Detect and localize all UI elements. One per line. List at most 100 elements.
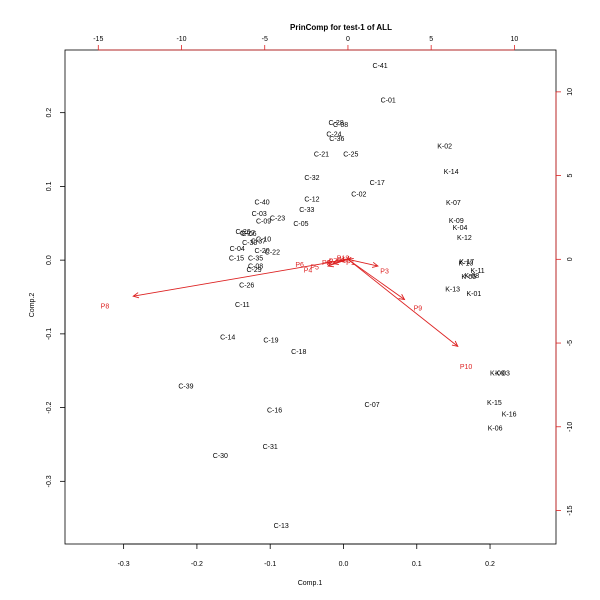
observation-label: K-16	[502, 412, 517, 419]
variable-arrowhead	[331, 259, 339, 266]
right-tick-label: -5	[567, 340, 574, 346]
variable-label: P1	[346, 260, 355, 267]
observation-label: C-09	[256, 219, 271, 226]
variable-arrow	[347, 258, 405, 300]
observation-label: K-13	[445, 286, 460, 293]
observation-label: C-10	[256, 236, 271, 243]
observation-label: K-04	[453, 225, 468, 232]
observation-label: K-10	[458, 261, 473, 268]
y-tick-label: 0.1	[46, 181, 53, 191]
x-tick-label: 0.1	[412, 561, 422, 568]
variable-arrowhead	[371, 261, 379, 268]
observation-label: C-24	[326, 132, 341, 139]
observation-label: C-16	[267, 407, 282, 414]
observation-label: K-09	[449, 218, 464, 225]
x-tick-label: -0.1	[264, 561, 276, 568]
variable-arrow	[347, 258, 459, 347]
variable-label: P6	[295, 262, 304, 269]
observation-label: C-07	[364, 402, 379, 409]
observation-label: C-21	[314, 151, 329, 158]
variable-label: P7	[329, 258, 338, 265]
variable-arrow	[133, 258, 349, 297]
observation-label: C-18	[291, 349, 306, 356]
variable-arrowhead	[338, 257, 346, 263]
observation-label: C-41	[373, 63, 388, 70]
observation-label: K-05	[461, 274, 476, 281]
observation-label: K-15	[487, 400, 502, 407]
variable-label: P10	[460, 364, 473, 371]
chart-title: PrinComp for test-1 of ALL	[290, 23, 392, 32]
observation-label: K-06	[488, 426, 503, 433]
bottom-axis: -0.3 -0.2 -0.1 0.0 0.1 0.2	[118, 543, 495, 568]
observation-label: C-33	[299, 207, 314, 214]
observation-label: C-29	[246, 267, 261, 274]
variable-label: P5	[310, 264, 319, 271]
variable-arrowhead	[132, 292, 140, 299]
observation-label: C-03	[252, 211, 267, 218]
top-tick-label: -10	[176, 36, 186, 43]
variable-label: P8	[101, 304, 110, 311]
variable-label: P2	[322, 260, 331, 267]
observation-label: C-39	[178, 384, 193, 391]
y-tick-label: -0.2	[46, 401, 53, 413]
observation-labels: C-41C-01C-28C-08C-24C-36C-21 C-25K-02K-14…	[178, 63, 516, 530]
y-tick-label: 0.0	[46, 255, 53, 265]
observation-label: K-08	[464, 273, 479, 280]
observation-label: C-31	[263, 444, 278, 451]
y-tick-label: -0.3	[46, 475, 53, 487]
observation-label: C-32	[304, 175, 319, 182]
observation-label: C-20	[255, 248, 270, 255]
observation-label: K-01	[467, 291, 482, 298]
observation-label: C-17	[370, 180, 385, 187]
y-axis-title: Comp.2	[29, 293, 36, 318]
x-tick-label: 0.2	[485, 561, 495, 568]
top-tick-label: 5	[429, 36, 433, 43]
observation-label: C-15	[229, 255, 244, 262]
variable-arrow	[347, 258, 379, 267]
x-tick-label: -0.2	[191, 561, 203, 568]
variable-label: P4	[304, 268, 313, 275]
observation-label: C-14	[220, 334, 235, 341]
observation-label: C-40	[255, 199, 270, 206]
y-tick-label: -0.1	[46, 328, 53, 340]
observation-label: C-05	[293, 221, 308, 228]
observation-label: K-02	[437, 143, 452, 150]
left-axis: -0.3 -0.2 -0.1 0.0 0.1 0.2	[46, 108, 66, 487]
observation-label: C-26	[235, 229, 250, 236]
variable-label: P3	[380, 269, 389, 276]
observation-label: K-07	[446, 200, 461, 207]
top-axis: -15 -10 -5 0 5 10	[93, 36, 518, 51]
right-tick-label: 5	[567, 174, 574, 178]
variable-arrowhead	[326, 261, 334, 268]
variable-arrowhead	[451, 340, 459, 348]
observation-label: C-12	[304, 196, 319, 203]
top-tick-label: 10	[510, 36, 518, 43]
variable-arrow	[347, 255, 350, 260]
y-tick-label: 0.2	[46, 108, 53, 118]
variable-arrow	[347, 256, 352, 260]
observation-label: C-35	[248, 255, 263, 262]
observation-label: C-11	[235, 302, 250, 309]
x-axis-title: Comp.1	[298, 580, 323, 587]
variable-label: P9	[414, 305, 423, 312]
right-axis: 10 5 0 -5 -10 -15	[555, 88, 574, 516]
observation-label: K-11	[470, 268, 484, 275]
observation-label: C-08	[333, 122, 348, 129]
observation-label: C-13	[274, 523, 289, 530]
observation-label: K-12	[457, 235, 472, 242]
variable-arrowhead	[398, 294, 406, 301]
observation-label: C-30	[213, 453, 228, 460]
observation-label: C-27	[240, 230, 255, 237]
top-tick-label: -5	[262, 36, 268, 43]
observation-label: C-26	[239, 283, 254, 290]
x-tick-label: 0.0	[339, 561, 349, 568]
right-tick-label: -15	[567, 505, 574, 515]
right-tick-label: 10	[567, 88, 574, 96]
observation-label: C-23	[270, 216, 285, 223]
top-tick-label: -15	[93, 36, 103, 43]
top-tick-label: 0	[346, 36, 350, 43]
x-tick-label: -0.3	[118, 561, 130, 568]
observation-label: C-19	[263, 337, 278, 344]
